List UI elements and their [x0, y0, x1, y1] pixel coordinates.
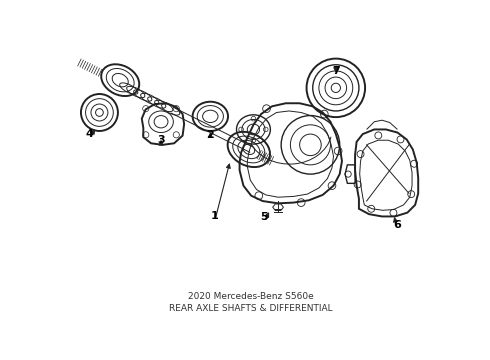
Text: 7: 7 [332, 66, 340, 76]
Text: 2020 Mercedes-Benz S560e
REAR AXLE SHAFTS & DIFFERENTIAL: 2020 Mercedes-Benz S560e REAR AXLE SHAFT… [170, 292, 333, 313]
Text: 3: 3 [157, 135, 165, 145]
Text: 1: 1 [211, 211, 219, 221]
Text: 5: 5 [260, 212, 268, 222]
Text: 4: 4 [85, 129, 94, 139]
Text: 6: 6 [393, 220, 401, 230]
Text: 2: 2 [206, 130, 214, 140]
